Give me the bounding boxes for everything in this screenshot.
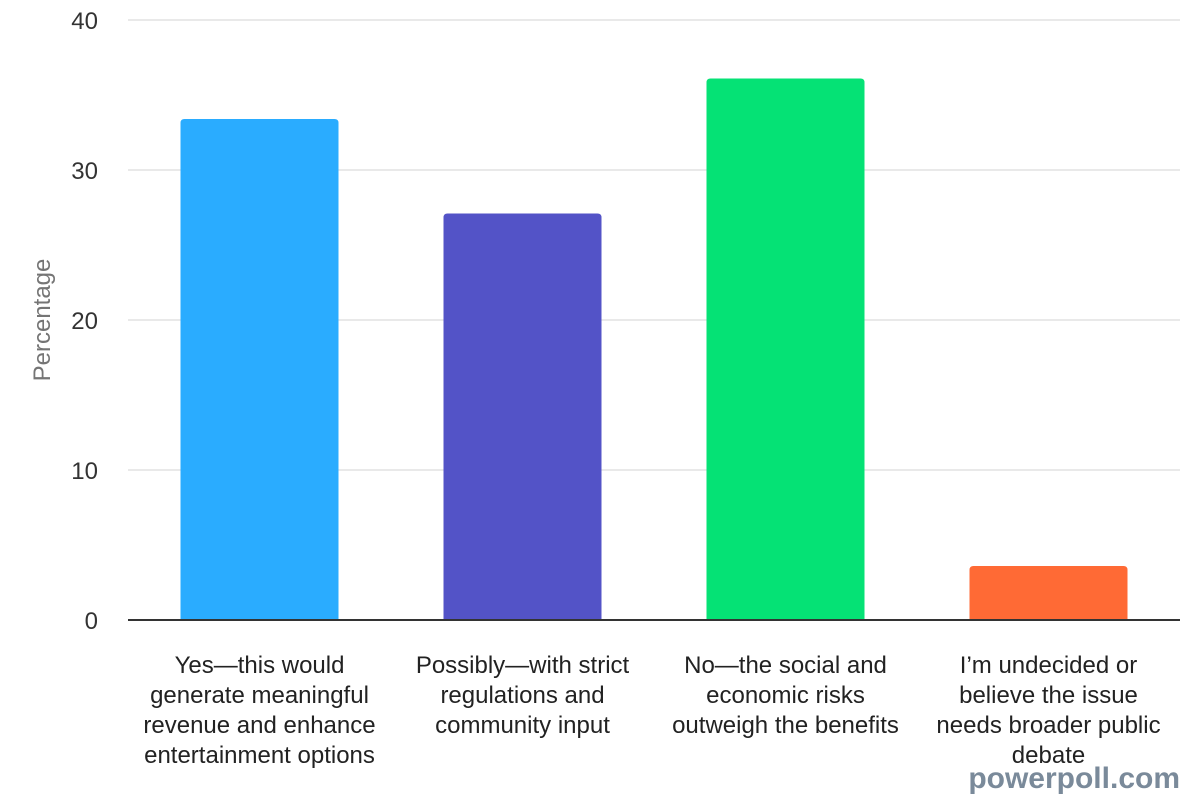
y-tick-label: 20 [71, 308, 98, 335]
x-category-label-line: I’m undecided or [960, 652, 1137, 679]
bar [180, 119, 339, 620]
x-category-label: I’m undecided or believe the issue needs b… [936, 652, 1160, 769]
x-category-label-line: believe the issue [959, 682, 1138, 709]
x-category-label-line: debate [1012, 742, 1085, 769]
x-category-label-line: outweigh the benefits [672, 712, 899, 739]
x-category-label-line: revenue and enhance [143, 712, 375, 739]
x-category-label-line: community input [435, 712, 610, 739]
bar [969, 566, 1128, 620]
y-tick-label: 40 [71, 8, 98, 35]
x-category-label-line: economic risks [706, 682, 865, 709]
bar [443, 213, 602, 620]
x-category-label-line: entertainment options [144, 742, 375, 769]
y-tick-label: 10 [71, 458, 98, 485]
bar [706, 78, 865, 620]
y-tick-label: 30 [71, 158, 98, 185]
y-tick-label: 0 [85, 608, 98, 635]
watermark-logo: powerpoll.com [968, 762, 1180, 795]
x-category-label-line: Possibly—with strict [416, 652, 630, 679]
x-category-label-line: needs broader public [936, 712, 1160, 739]
x-category-label-line: No—the social and [684, 652, 887, 679]
x-category-label: No—the social and economic risks outweigh … [672, 652, 899, 739]
x-category-label: Possibly—with strict regulations and commu… [416, 652, 630, 739]
x-category-label-line: generate meaningful [150, 682, 369, 709]
x-category-label-line: Yes—this would [175, 652, 345, 679]
y-axis-label: Percentage [29, 259, 56, 382]
x-category-label-line: regulations and [440, 682, 604, 709]
x-category-label: Yes—this would generate meaningful revenue… [143, 652, 375, 769]
